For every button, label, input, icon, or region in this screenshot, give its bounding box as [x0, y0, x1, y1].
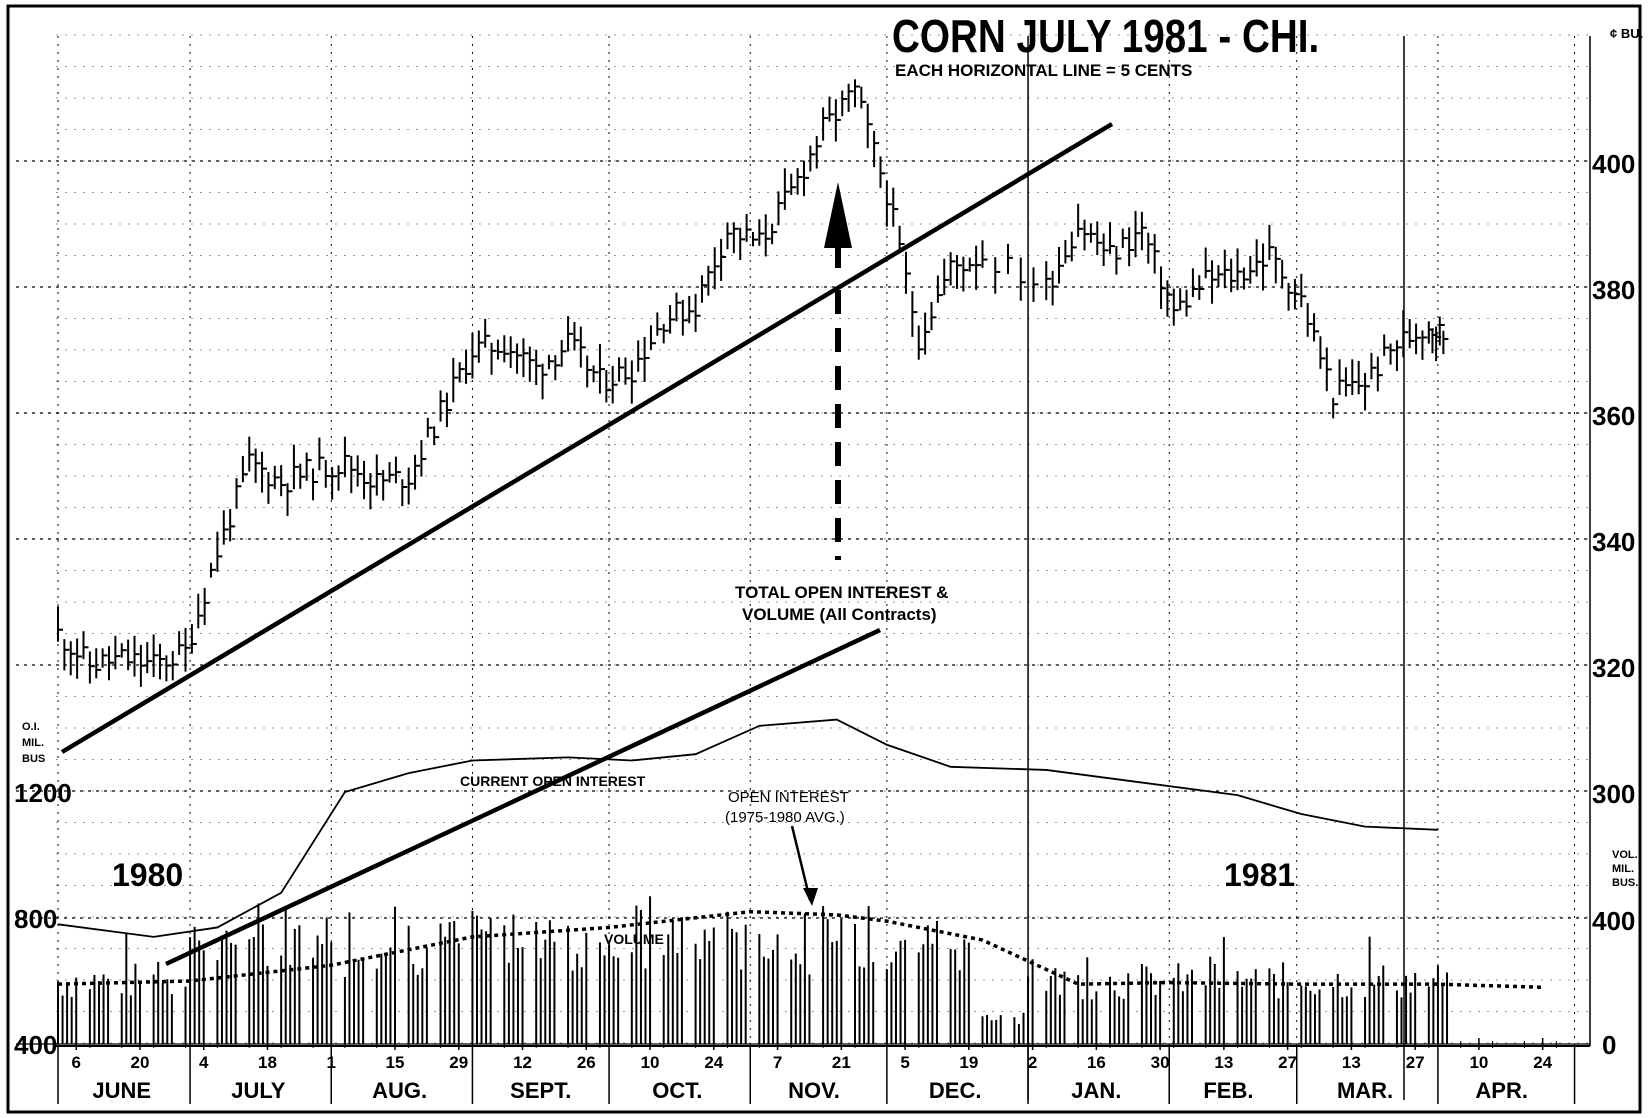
projection-arrowhead: [824, 182, 852, 248]
x-day-label: 10: [641, 1053, 660, 1072]
x-month-label: MAR.: [1337, 1078, 1393, 1103]
annotation-current-oi: CURRENT OPEN INTEREST: [460, 773, 646, 789]
vol-unit-label: VOL. MIL. BUS.: [1612, 849, 1641, 889]
x-month-label: JUNE: [92, 1078, 151, 1103]
chart-title: CORN JULY 1981 - CHI.: [892, 11, 1319, 63]
x-day-label: 15: [386, 1053, 405, 1072]
price-tick-label: 320: [1592, 653, 1635, 683]
annotation-avg-oi-arrowhead: [803, 888, 818, 906]
year-label-1981: 1981: [1224, 857, 1295, 893]
oi-unit-label: O.I. MIL. BUS: [22, 721, 47, 765]
oi-tick-label: 400: [14, 1030, 57, 1060]
annotation-avg-oi-pointer: [790, 825, 812, 901]
price-tick-label: 360: [1592, 401, 1635, 431]
x-day-label: 19: [959, 1053, 978, 1072]
x-month-label: NOV.: [788, 1078, 840, 1103]
current-open-interest-line: [57, 718, 1438, 938]
volume-tick-label: 0: [1602, 1030, 1616, 1060]
x-day-label: 27: [1278, 1053, 1297, 1072]
x-day-label: 10: [1469, 1053, 1488, 1072]
annotation-volume: VOLUME: [604, 931, 664, 947]
x-day-label: 20: [131, 1053, 150, 1072]
open-interest-uptrend-line: [165, 627, 881, 967]
x-day-label: 24: [704, 1053, 723, 1072]
x-day-label: 27: [1406, 1053, 1425, 1072]
x-day-label: 30: [1151, 1053, 1170, 1072]
x-day-label: 5: [900, 1053, 909, 1072]
x-day-label: 26: [577, 1053, 596, 1072]
price-uptrend-line: [60, 122, 1114, 754]
year-label-1980: 1980: [112, 857, 183, 893]
trend-lines: [60, 122, 1114, 967]
price-tick-label: 380: [1592, 275, 1635, 305]
open-interest-lines: [57, 718, 1543, 990]
annotation-total-oi: TOTAL OPEN INTEREST & VOLUME (All Contra…: [735, 583, 953, 624]
axis-layer: 4003803603403203004000120080040062041811…: [14, 149, 1635, 1104]
x-day-label: 18: [258, 1053, 277, 1072]
x-month-label: OCT.: [652, 1078, 702, 1103]
x-month-label: JULY: [231, 1078, 286, 1103]
x-day-label: 29: [449, 1053, 468, 1072]
price-tick-label: 340: [1592, 527, 1635, 557]
x-day-label: 4: [199, 1053, 209, 1072]
x-day-label: 12: [513, 1053, 532, 1072]
x-month-label: APR.: [1475, 1078, 1528, 1103]
chart-subtitle: EACH HORIZONTAL LINE = 5 CENTS: [895, 61, 1192, 80]
price-unit-label: ¢ BU.: [1610, 26, 1643, 41]
x-month-label: AUG.: [372, 1078, 427, 1103]
x-day-label: 7: [773, 1053, 782, 1072]
x-month-label: FEB.: [1203, 1078, 1253, 1103]
x-day-label: 2: [1028, 1053, 1037, 1072]
avg-open-interest-line: [57, 909, 1543, 990]
oi-tick-label: 800: [14, 904, 57, 934]
price-tick-label: 300: [1592, 779, 1635, 809]
price-tick-label: 400: [1592, 149, 1635, 179]
price-bars: [57, 79, 1449, 687]
x-day-label: 13: [1214, 1053, 1233, 1072]
x-day-label: 16: [1087, 1053, 1106, 1072]
x-day-label: 13: [1342, 1053, 1361, 1072]
x-month-label: SEPT.: [510, 1078, 571, 1103]
oi-tick-label: 1200: [14, 778, 72, 808]
x-month-label: DEC.: [929, 1078, 982, 1103]
x-day-label: 6: [71, 1053, 80, 1072]
x-day-label: 21: [832, 1053, 851, 1072]
annotation-avg-oi: OPEN INTEREST (1975-1980 AVG.): [725, 789, 853, 826]
x-day-label: 24: [1533, 1053, 1552, 1072]
x-month-label: JAN.: [1071, 1078, 1121, 1103]
volume-tick-label: 400: [1592, 906, 1635, 936]
